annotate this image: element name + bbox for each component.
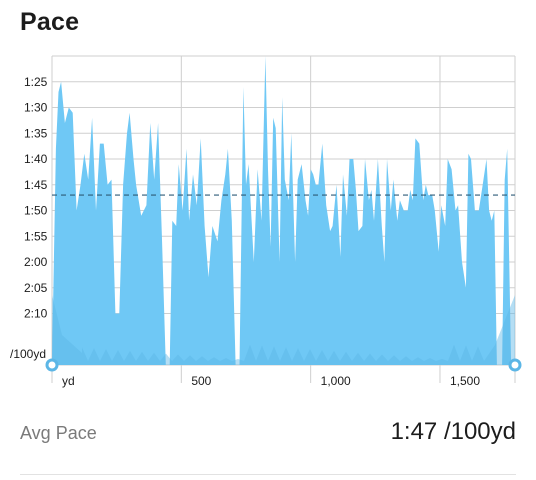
y-tick-label: 2:00	[24, 255, 48, 269]
y-tick-label: 1:50	[24, 204, 48, 218]
end-marker	[508, 358, 522, 372]
page-title: Pace	[20, 8, 80, 36]
y-tick-label: 1:40	[24, 152, 48, 166]
y-unit-label: /100yd	[10, 347, 46, 361]
x-tick-label: 500	[191, 374, 211, 388]
y-tick-label: 1:30	[24, 101, 48, 115]
y-tick-label: 1:45	[24, 178, 48, 192]
y-tick-label: 2:05	[24, 281, 48, 295]
x-tick-label: 1,500	[450, 374, 480, 388]
y-tick-label: 2:10	[24, 307, 48, 321]
avg-pace-value: 1:47 /100yd	[390, 418, 516, 445]
x-tick-label: yd	[62, 374, 75, 388]
y-tick-label: 1:35	[24, 126, 48, 140]
avg-pace-row: Avg Pace 1:47 /100yd	[20, 415, 516, 457]
pace-area-series	[52, 56, 515, 365]
avg-pace-label: Avg Pace	[20, 423, 97, 443]
y-tick-label: 1:25	[24, 75, 48, 89]
pace-chart: 1:25 1:30 1:35 1:40 1:45 1:50 1:55 2:00 2:05 2:10…	[10, 55, 522, 388]
start-marker	[45, 358, 59, 372]
divider	[20, 474, 516, 475]
pace-base-band	[52, 295, 515, 365]
x-tick-label: 1,000	[321, 374, 351, 388]
y-tick-label: 1:55	[24, 229, 48, 243]
